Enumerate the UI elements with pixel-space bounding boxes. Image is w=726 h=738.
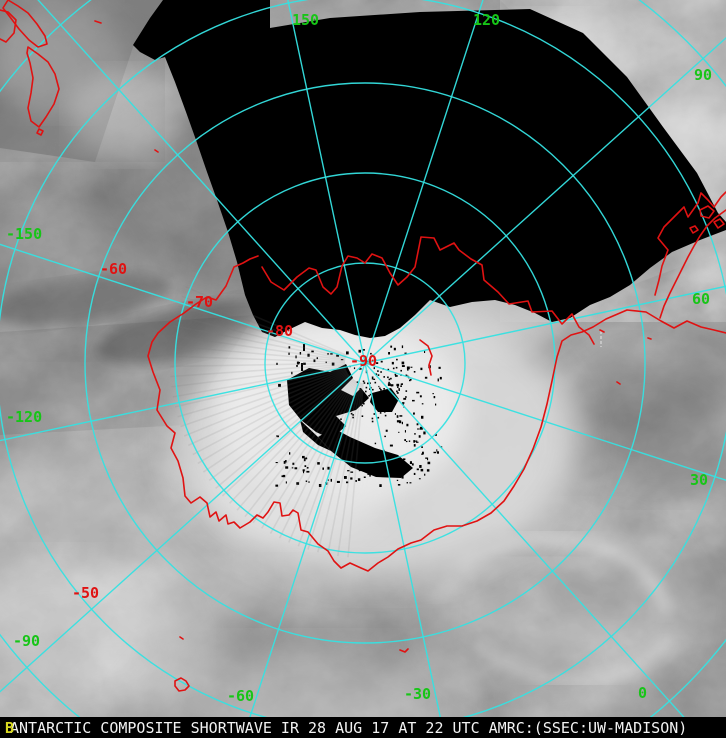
latitude-label--50: -50 xyxy=(72,584,99,602)
coastline-layer xyxy=(0,0,726,692)
longitude-label-60: 60 xyxy=(692,290,710,308)
island-specks xyxy=(94,20,652,653)
new-zealand-coastline xyxy=(2,0,48,48)
caption-text: ANTARCTIC COMPOSITE SHORTWAVE IR 28 AUG … xyxy=(10,719,688,737)
latitude-label--80: -80 xyxy=(266,322,293,340)
longitude-label-120: 120 xyxy=(473,11,500,29)
longitude-label-150: 150 xyxy=(292,11,319,29)
longitude-label-90: 90 xyxy=(694,66,712,84)
caption-bar: ANTARCTIC COMPOSITE SHORTWAVE IR 28 AUG … xyxy=(0,717,726,738)
scan-fan xyxy=(170,286,365,558)
longitude-label--120: -120 xyxy=(6,408,42,426)
ross-sea-coastline xyxy=(261,236,595,345)
longitude-label--30: -30 xyxy=(404,685,431,703)
longitude-label-30: 30 xyxy=(690,471,708,489)
caption-cursor-glyph: B xyxy=(5,719,15,737)
longitude-label-0: 0 xyxy=(638,684,647,702)
longitude-label--90: -90 xyxy=(13,632,40,650)
missing-data-sector xyxy=(133,0,726,338)
longitude-label--60: -60 xyxy=(227,687,254,705)
kerguelen-island xyxy=(174,677,190,692)
antarctic-peninsula-coastline xyxy=(659,209,726,319)
longitude-label--150: -150 xyxy=(6,225,42,243)
latitude-label--70: -70 xyxy=(186,293,213,311)
antarctica-coastline xyxy=(147,255,726,572)
latitude-label--60: -60 xyxy=(100,260,127,278)
latitude-label--90: -90 xyxy=(350,352,377,370)
coordinate-labels: 150 120 90 60 30 0 -30 -60 -90 -120 -150 -50 -60 -70 -… xyxy=(6,11,712,705)
nz-swath xyxy=(0,0,180,162)
pole-data-void xyxy=(275,344,443,487)
